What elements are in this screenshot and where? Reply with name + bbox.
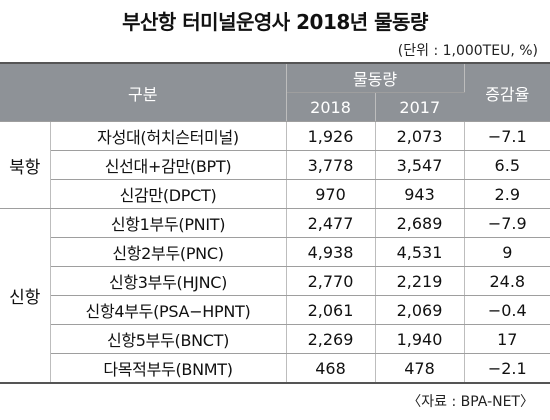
value-2017: 2,073 — [375, 121, 465, 151]
terminal-name: 다목적부두(BNMT) — [50, 353, 287, 384]
table-row: 신항2부두(PNC) 4,938 4,531 9 — [0, 237, 550, 267]
value-2018: 468 — [286, 353, 376, 384]
value-2018: 4,938 — [286, 237, 376, 267]
table-row: 신항4부두(PSA−HPNT) 2,061 2,069 −0.4 — [0, 295, 550, 325]
header-category: 구분 — [0, 63, 287, 122]
value-change: −7.9 — [464, 208, 550, 238]
source-note: 〈자료 : BPA-NET〉 — [407, 394, 534, 410]
value-change: 2.9 — [464, 179, 550, 209]
table-row: 신선대+감만(BPT) 3,778 3,547 6.5 — [0, 150, 550, 180]
value-change: 9 — [464, 237, 550, 267]
value-2018: 2,269 — [286, 324, 376, 354]
value-change: 24.8 — [464, 266, 550, 296]
value-2017: 2,069 — [375, 295, 465, 325]
value-2017: 478 — [375, 353, 465, 384]
value-change: 17 — [464, 324, 550, 354]
terminal-name: 자성대(허치슨터미널) — [50, 121, 287, 151]
terminal-name: 신감만(DPCT) — [50, 179, 287, 209]
value-2017: 4,531 — [375, 237, 465, 267]
header-year-2018: 2018 — [286, 92, 376, 122]
value-change: −7.1 — [464, 121, 550, 151]
group-label-new-port: 신항 — [0, 208, 51, 384]
table-row: 신항3부두(HJNC) 2,770 2,219 24.8 — [0, 266, 550, 296]
value-change: −2.1 — [464, 353, 550, 384]
terminal-name: 신항2부두(PNC) — [50, 237, 287, 267]
table-row: 신항 신항1부두(PNIT) 2,477 2,689 −7.9 — [0, 208, 550, 384]
value-change: 6.5 — [464, 150, 550, 180]
value-2018: 2,061 — [286, 295, 376, 325]
value-2018: 2,770 — [286, 266, 376, 296]
group-label-north: 북항 — [0, 121, 51, 209]
table-row: 북항 자성대(허치슨터미널) 1,926 2,073 −7.1 — [0, 121, 550, 209]
table-row: 신항5부두(BNCT) 2,269 1,940 17 — [0, 324, 550, 354]
terminal-name: 신항5부두(BNCT) — [50, 324, 287, 354]
volume-table: 구분 물동량 증감율 2018 2017 북항 자성대(허치슨터미널) 1,92… — [0, 62, 550, 384]
value-2018: 2,477 — [286, 208, 376, 238]
header-change: 증감율 — [464, 63, 550, 122]
table-row: 신감만(DPCT) 970 943 2.9 — [0, 179, 550, 209]
value-2017: 2,219 — [375, 266, 465, 296]
value-2017: 943 — [375, 179, 465, 209]
value-2018: 1,926 — [286, 121, 376, 151]
value-2017: 2,689 — [375, 208, 465, 238]
header-volume: 물동량 — [286, 63, 465, 93]
value-2018: 970 — [286, 179, 376, 209]
table-row: 다목적부두(BNMT) 468 478 −2.1 — [0, 353, 550, 384]
value-2018: 3,778 — [286, 150, 376, 180]
header-year-2017: 2017 — [375, 92, 465, 122]
terminal-name: 신항4부두(PSA−HPNT) — [50, 295, 287, 325]
terminal-name: 신항3부두(HJNC) — [50, 266, 287, 296]
unit-note: (단위 : 1,000TEU, %) — [397, 43, 538, 59]
value-2017: 3,547 — [375, 150, 465, 180]
page-title: 부산항 터미널운영사 2018년 물동량 — [122, 10, 428, 34]
value-change: −0.4 — [464, 295, 550, 325]
value-2017: 1,940 — [375, 324, 465, 354]
terminal-name: 신항1부두(PNIT) — [50, 208, 287, 238]
terminal-name: 신선대+감만(BPT) — [50, 150, 287, 180]
